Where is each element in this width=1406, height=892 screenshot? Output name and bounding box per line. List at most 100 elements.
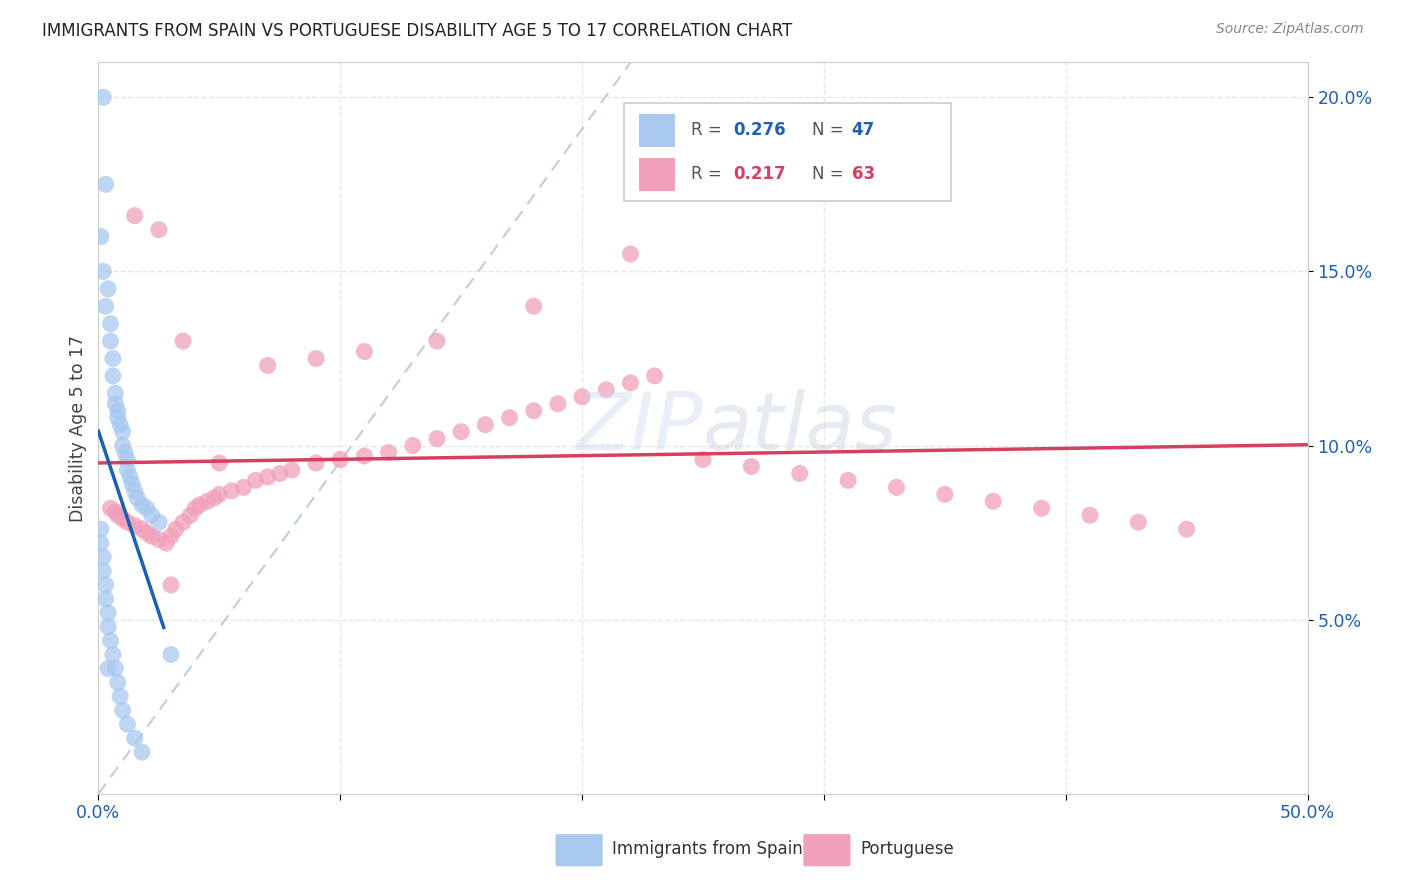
Point (141, 529, 163, 543)
Point (571, 390, 593, 404)
Point (165, 522, 187, 536)
Point (94, 299, 117, 313)
Point (523, 403, 546, 417)
Point (450, 425, 472, 439)
FancyBboxPatch shape (638, 114, 675, 147)
Point (692, 452, 714, 467)
Text: R =: R = (690, 165, 727, 184)
Point (111, 425, 134, 439)
Point (135, 525, 157, 540)
Point (97, 282, 120, 296)
Point (107, 403, 129, 417)
Point (172, 515, 194, 529)
Point (1175, 522, 1198, 536)
Point (97, 661, 120, 675)
Point (1078, 508, 1101, 523)
Point (474, 417, 496, 432)
Point (117, 717, 139, 731)
Text: 0.217: 0.217 (734, 165, 786, 184)
Point (131, 498, 153, 512)
Point (981, 494, 1004, 508)
Point (101, 368, 124, 383)
Point (91, 90, 114, 104)
Point (114, 445, 136, 459)
Point (740, 459, 762, 474)
Point (97, 620, 120, 634)
Point (208, 456, 231, 470)
Point (523, 299, 546, 313)
Point (100, 334, 122, 348)
Point (94, 578, 117, 592)
Point (188, 498, 211, 512)
Point (256, 470, 278, 484)
Point (208, 487, 231, 501)
Text: atlas: atlas (703, 389, 898, 467)
Point (160, 529, 183, 543)
FancyBboxPatch shape (638, 158, 675, 191)
Point (353, 344, 375, 359)
Point (426, 334, 449, 348)
Point (305, 456, 328, 470)
Point (886, 480, 908, 494)
Point (195, 494, 218, 508)
Point (90, 522, 112, 536)
Point (204, 491, 226, 505)
Point (101, 648, 124, 662)
Text: ZIP: ZIP (575, 389, 703, 467)
Point (131, 522, 153, 536)
Point (619, 247, 641, 261)
Point (101, 351, 124, 366)
Point (91, 264, 114, 278)
Point (90, 229, 112, 244)
Text: N =: N = (811, 165, 849, 184)
Point (595, 383, 617, 397)
Point (111, 439, 134, 453)
Point (377, 445, 399, 459)
Point (124, 209, 146, 223)
Text: 63: 63 (852, 165, 875, 184)
Point (934, 487, 956, 501)
Point (148, 533, 170, 547)
Point (305, 351, 328, 366)
Point (329, 452, 352, 467)
Text: R =: R = (690, 121, 727, 139)
Point (179, 508, 201, 523)
Point (117, 452, 139, 467)
Point (124, 483, 146, 498)
Point (104, 505, 127, 519)
Point (104, 661, 127, 675)
Point (837, 474, 859, 488)
FancyBboxPatch shape (555, 834, 603, 866)
Point (100, 317, 122, 331)
Point (172, 334, 194, 348)
Point (111, 703, 134, 717)
Point (117, 515, 139, 529)
Point (107, 410, 129, 425)
Point (402, 439, 425, 453)
Point (107, 675, 129, 690)
Point (269, 467, 291, 481)
Point (124, 731, 146, 746)
Point (97, 606, 120, 620)
Point (184, 501, 207, 516)
Point (160, 648, 183, 662)
Point (256, 359, 278, 373)
Point (644, 368, 666, 383)
Point (118, 470, 141, 484)
Point (91, 564, 114, 578)
Text: Immigrants from Spain: Immigrants from Spain (613, 839, 803, 858)
Point (232, 480, 254, 494)
Point (619, 376, 641, 390)
Point (94, 591, 117, 606)
Point (127, 491, 149, 505)
Point (121, 476, 143, 491)
Point (131, 745, 153, 759)
Point (100, 633, 122, 648)
Point (547, 397, 569, 411)
Point (107, 508, 129, 523)
FancyBboxPatch shape (803, 834, 851, 866)
Point (426, 432, 449, 446)
Point (104, 397, 127, 411)
Text: 47: 47 (852, 121, 875, 139)
Point (108, 690, 131, 704)
